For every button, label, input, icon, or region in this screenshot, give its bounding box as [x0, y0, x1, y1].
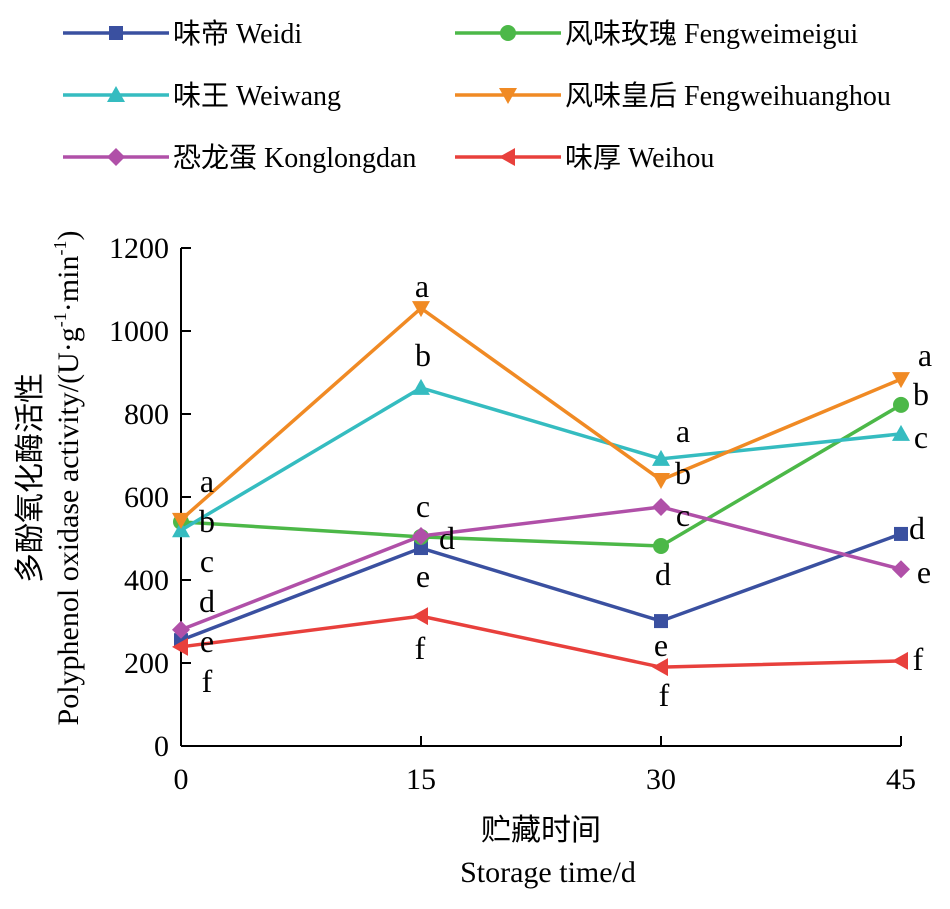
y-tick-label: 1000	[109, 315, 169, 348]
y-tick-label: 0	[154, 730, 169, 763]
significance-letter: e	[654, 627, 668, 663]
series-4	[172, 497, 910, 639]
data-point	[412, 301, 430, 318]
significance-letter: a	[415, 268, 429, 304]
data-point	[172, 512, 190, 529]
data-point	[654, 614, 668, 629]
legend-label: 风味玫瑰 Fengweimeigui	[565, 18, 858, 50]
data-point	[412, 378, 430, 395]
significance-letter: b	[199, 503, 215, 539]
significance-letter: d	[199, 583, 215, 619]
x-tick-label: 30	[646, 763, 676, 796]
ticks: 0 200 400 600 800 1000 1200 0 15 30 45	[109, 232, 916, 796]
y-axis-title-cn: 多酚氧化酶活性	[14, 373, 47, 583]
legend-marker	[500, 25, 516, 41]
series-line	[180, 385, 902, 532]
significance-letter: d	[439, 520, 455, 556]
data-point	[652, 658, 668, 677]
x-tick-label: 45	[886, 763, 916, 796]
legend-label: 恐龙蛋 Konglongdan	[173, 142, 416, 174]
data-point	[893, 396, 909, 413]
series-line	[179, 305, 902, 522]
series-line	[180, 505, 902, 632]
significance-letter: b	[415, 337, 431, 373]
data-point	[652, 472, 670, 489]
significance-letter: f	[202, 663, 213, 699]
significance-letter: a	[918, 337, 932, 373]
significance-letter: a	[676, 413, 690, 449]
significance-letter: e	[416, 558, 430, 594]
y-tick-label: 800	[124, 398, 169, 431]
series-2	[172, 378, 910, 538]
data-point	[172, 620, 190, 639]
x-axis-title-cn: 贮藏时间	[481, 814, 601, 847]
legend-item: 风味皇后 Fengweihuanghou	[455, 80, 891, 112]
x-tick-label: 15	[406, 763, 436, 796]
legend-item: 风味玫瑰 Fengweimeigui	[455, 18, 858, 50]
legend-label: 味王 Weiwang	[173, 80, 341, 112]
y-tick-label: 200	[124, 647, 169, 680]
axes	[180, 248, 901, 747]
data-point	[653, 537, 669, 554]
significance-letter: d	[655, 556, 671, 592]
significance-letter: b	[675, 455, 691, 491]
data-point	[652, 449, 670, 466]
data-point	[894, 526, 908, 541]
y-tick-label: 400	[124, 564, 169, 597]
significance-letter: b	[913, 376, 929, 412]
legend-label: 味厚 Weihou	[565, 142, 714, 174]
significance-letter: c	[200, 543, 214, 579]
data-point	[892, 651, 908, 670]
significance-letter: f	[415, 630, 426, 666]
series-5	[172, 607, 908, 677]
data-point	[412, 527, 430, 546]
series-0	[174, 526, 908, 648]
x-tick-label: 0	[174, 763, 189, 796]
y-axis-title: Polyphenol oxidase activity/(U·g-1·min-1…	[50, 231, 85, 726]
series-group	[172, 301, 910, 677]
x-axis-title: Storage time/d	[460, 856, 636, 889]
significance-letter: f	[659, 677, 670, 713]
y-tick-label: 1200	[109, 232, 169, 265]
series-line	[180, 532, 902, 642]
series-line	[180, 614, 902, 669]
significance-letter: e	[200, 623, 214, 659]
data-point	[172, 521, 190, 538]
legend-marker	[499, 148, 515, 166]
data-point	[892, 560, 910, 579]
data-point	[412, 607, 428, 626]
data-point	[892, 372, 910, 389]
legend-label: 味帝 Weidi	[173, 18, 302, 50]
legend-marker	[109, 26, 123, 40]
significance-letter: e	[917, 554, 931, 590]
series-line	[180, 403, 902, 548]
legend-marker	[499, 88, 517, 104]
legend-item: 味帝 Weidi	[63, 18, 302, 50]
significance-letter: a	[200, 463, 214, 499]
significance-letter: d	[909, 510, 925, 546]
legend-item: 味厚 Weihou	[455, 142, 714, 174]
series-3	[172, 301, 910, 529]
data-point	[172, 637, 188, 656]
data-point	[652, 497, 670, 516]
data-point	[892, 424, 910, 441]
significance-letter: c	[416, 488, 430, 524]
legend: 味帝 Weidi 风味玫瑰 Fengweimeigui 味王 Weiwang 风味皇后…	[63, 18, 891, 174]
legend-marker	[107, 148, 125, 166]
legend-marker	[107, 86, 125, 102]
significance-letter: f	[913, 641, 924, 677]
legend-label: 风味皇后 Fengweihuanghou	[565, 80, 891, 112]
legend-item: 恐龙蛋 Konglongdan	[63, 142, 416, 174]
y-tick-label: 600	[124, 481, 169, 514]
legend-item: 味王 Weiwang	[63, 80, 341, 112]
significance-letter: c	[914, 419, 928, 455]
data-point	[414, 541, 428, 556]
significance-letter: c	[676, 497, 690, 533]
